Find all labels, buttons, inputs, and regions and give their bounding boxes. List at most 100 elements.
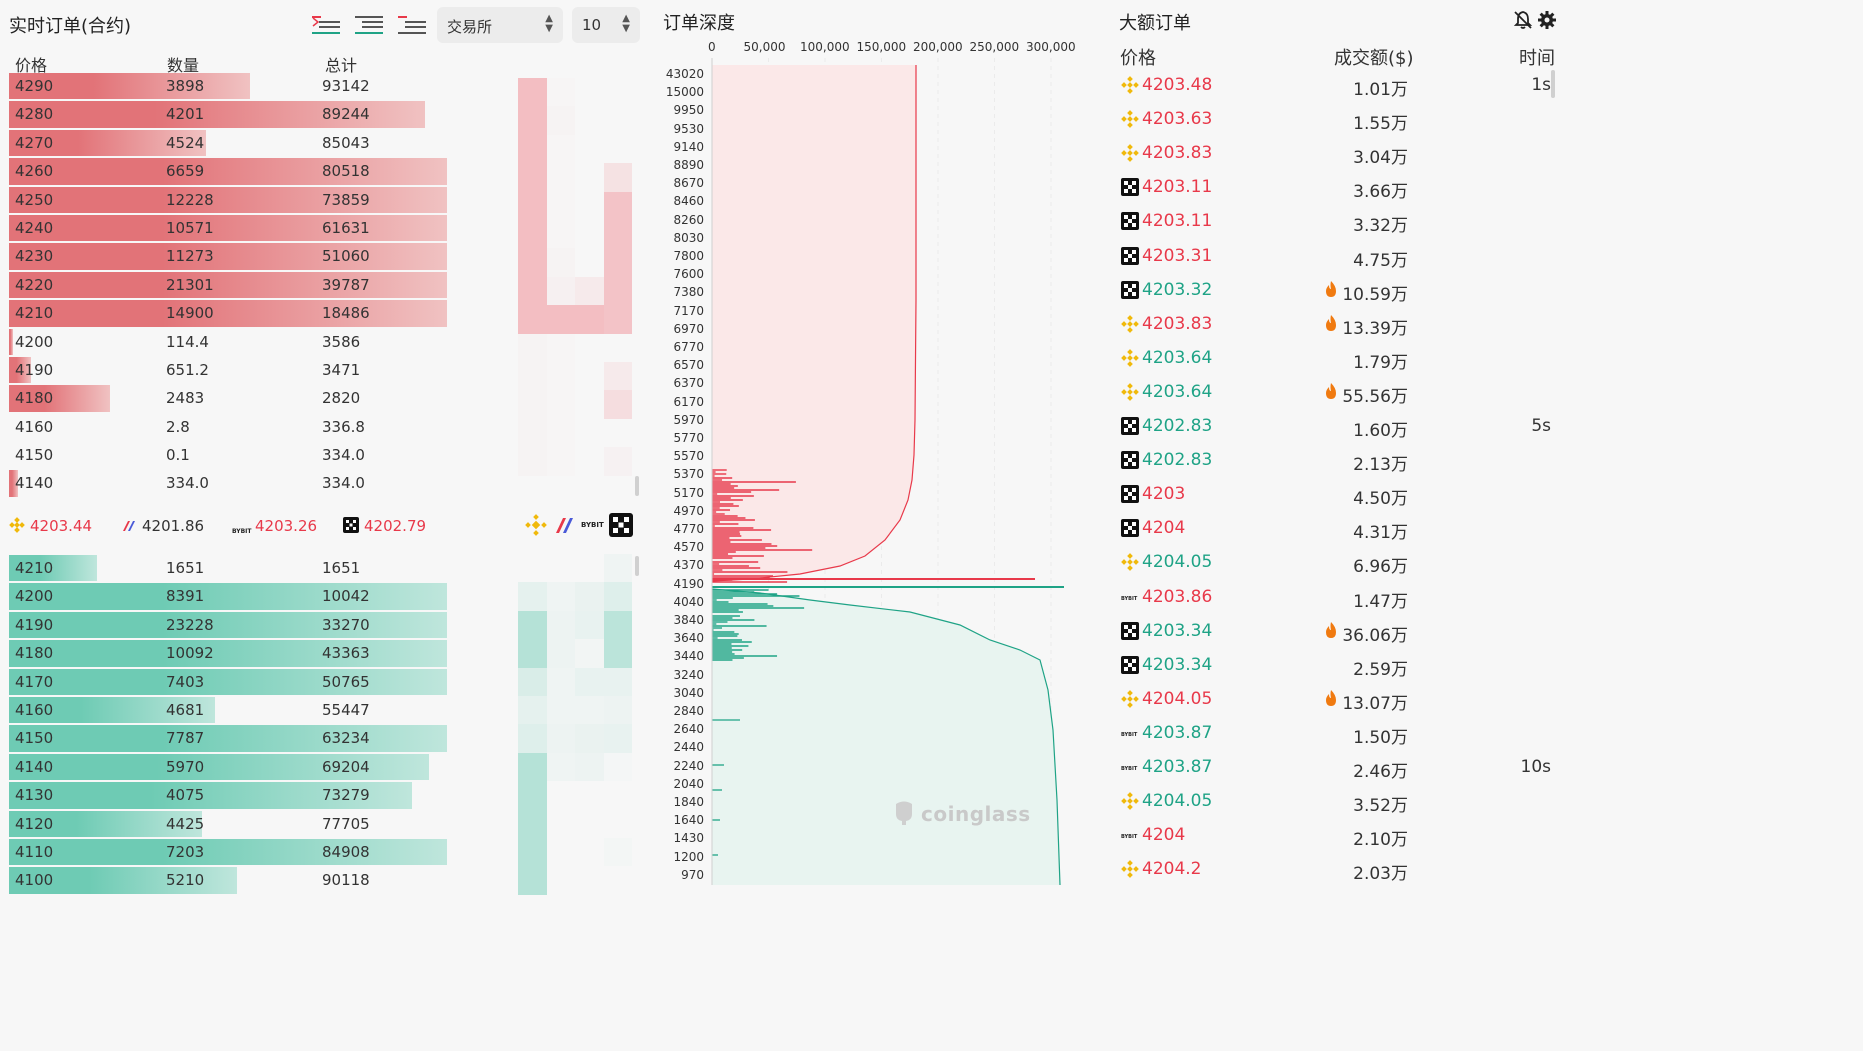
big-order-row[interactable]: 4203.48 1.01万 1s [1119, 70, 1559, 104]
big-order-row[interactable]: 4203.32 10.59万 [1119, 275, 1559, 309]
bids-scrollbar[interactable] [635, 556, 639, 576]
big-order-amount: 3.04万 [1353, 148, 1408, 169]
ask-row[interactable]: 4220 21301 39787 [9, 271, 447, 299]
y-tick-label: 4190 [673, 576, 704, 591]
ask-row[interactable]: 4190 651.2 3471 [9, 356, 447, 384]
row-qty: 3898 [166, 77, 205, 95]
heat-cell [518, 78, 547, 107]
bid-row[interactable]: 4170 7403 50765 [9, 668, 447, 696]
big-order-amount: 3.52万 [1353, 796, 1408, 817]
ask-row[interactable]: 4210 14900 18486 [9, 299, 447, 327]
big-order-row[interactable]: 4204.05 6.96万 [1119, 547, 1559, 581]
ask-row[interactable]: 4200 114.4 3586 [9, 328, 447, 356]
big-order-row[interactable]: 4203.83 3.04万 [1119, 138, 1559, 172]
depth-bar [9, 555, 97, 582]
y-tick-label: 5770 [673, 431, 704, 445]
bid-row[interactable]: 4110 7203 84908 [9, 838, 447, 866]
row-total: 73859 [322, 190, 370, 209]
row-qty: 4524 [166, 133, 205, 152]
ask-row[interactable]: 4250 12228 73859 [9, 186, 447, 214]
bid-row[interactable]: 4210 1651 1651 [9, 554, 447, 582]
bid-row[interactable]: 4120 4425 77705 [9, 810, 447, 838]
big-order-row[interactable]: BYBIT 4203.87 2.46万 10s [1119, 752, 1559, 786]
big-order-row[interactable]: 4204.05 13.07万 [1119, 684, 1559, 718]
big-order-amount: 1.60万 [1353, 421, 1408, 441]
gear-icon[interactable] [1537, 10, 1557, 30]
okx-icon [1121, 655, 1139, 674]
big-orders-scrollbar[interactable] [1551, 70, 1555, 98]
bid-row[interactable]: 4180 10092 43363 [9, 639, 447, 667]
exchange-select[interactable]: 交易所 ▲ ▼ [437, 7, 563, 43]
big-order-row[interactable]: 4204.2 2.03万 [1119, 854, 1559, 888]
y-tick-label: 3440 [673, 649, 704, 664]
big-order-amount: 2.59万 [1353, 659, 1408, 680]
big-order-row[interactable]: 4203.11 3.32万 [1119, 206, 1559, 240]
heat-cell [518, 809, 547, 838]
okx-icon [1121, 621, 1139, 640]
ask-row[interactable]: 4140 334.0 334.0 [9, 469, 447, 497]
big-order-row[interactable]: BYBIT 4203.87 1.50万 [1119, 718, 1559, 752]
big-order-row[interactable]: 4203.63 1.55万 [1119, 104, 1559, 138]
ask-row[interactable]: 4260 6659 80518 [9, 157, 447, 185]
big-order-row[interactable]: BYBIT 4203.86 1.47万 [1119, 582, 1559, 616]
big-order-row[interactable]: 4203.34 2.59万 [1119, 650, 1559, 684]
fire-icon [1324, 280, 1338, 302]
ask-row[interactable]: 4290 3898 93142 [9, 72, 447, 100]
header-qty: 数量 [167, 56, 200, 75]
big-order-row[interactable]: 4202.83 1.60万 5s [1119, 411, 1559, 445]
asks-scrollbar[interactable] [635, 476, 639, 496]
heat-cell [546, 696, 575, 725]
big-order-row[interactable]: BYBIT 4204 2.10万 [1119, 820, 1559, 854]
row-total: 18486 [322, 304, 370, 323]
bid-row[interactable]: 4200 8391 10042 [9, 582, 447, 610]
view-asks-icon[interactable] [397, 14, 427, 36]
ask-row[interactable]: 4180 2483 2820 [9, 384, 447, 412]
big-order-price: 4204.05 [1142, 791, 1213, 812]
bell-muted-icon[interactable] [1513, 10, 1533, 30]
header-total: 总计 [325, 56, 358, 75]
ask-row[interactable]: 4240 10571 61631 [9, 214, 447, 242]
heat-cell [547, 135, 576, 163]
big-order-row[interactable]: 4203.11 3.66万 [1119, 172, 1559, 206]
big-order-row[interactable]: 4203.64 55.56万 [1119, 377, 1559, 411]
svg-text:BYBIT: BYBIT [1121, 834, 1138, 840]
row-qty: 7203 [166, 842, 205, 861]
heat-cell [518, 724, 547, 753]
big-order-row[interactable]: 4204 4.31万 [1119, 513, 1559, 547]
bid-row[interactable]: 4150 7787 63234 [9, 724, 447, 752]
bid-row[interactable]: 4190 23228 33270 [9, 611, 447, 639]
bid-row[interactable]: 4140 5970 69204 [9, 753, 447, 781]
row-total: 3586 [322, 332, 361, 351]
big-order-row[interactable]: 4203 4.50万 [1119, 479, 1559, 513]
big-order-price: 4203.31 [1142, 245, 1213, 266]
bid-row[interactable]: 4160 4681 55447 [9, 696, 447, 724]
bid-row[interactable]: 4100 5210 90118 [9, 866, 447, 894]
big-order-row[interactable]: 4203.31 4.75万 [1119, 241, 1559, 275]
heat-cell [575, 696, 604, 725]
heat-cell [518, 191, 547, 220]
view-bids-icon[interactable] [354, 14, 384, 36]
ask-row[interactable]: 4150 0.1 334.0 [9, 441, 447, 469]
y-tick-label: 9530 [673, 121, 704, 136]
heat-cell [518, 667, 547, 696]
okx-icon [1121, 280, 1139, 299]
bid-row[interactable]: 4130 4075 73279 [9, 781, 447, 809]
big-order-row[interactable]: 4203.64 1.79万 [1119, 343, 1559, 377]
ask-row[interactable]: 4160 2.8 336.8 [9, 413, 447, 441]
view-both-icon[interactable] [311, 14, 341, 36]
y-tick-label: 2240 [673, 758, 704, 773]
big-order-row[interactable]: 4203.34 36.06万 [1119, 616, 1559, 650]
big-order-price: 4203 [1142, 484, 1186, 505]
big-orders-panel: 大额订单 价格 成交额($) 时间 4203.48 1.01万 1s 4203.63 1… [1105, 0, 1568, 885]
row-qty: 4425 [166, 814, 205, 833]
y-tick-label: 3040 [673, 685, 704, 700]
ask-row[interactable]: 4280 4201 89244 [9, 100, 447, 128]
ask-row[interactable]: 4230 11273 51060 [9, 242, 447, 270]
big-order-row[interactable]: 4203.83 13.39万 [1119, 309, 1559, 343]
big-order-row[interactable]: 4204.05 3.52万 [1119, 786, 1559, 820]
ask-row[interactable]: 4270 4524 85043 [9, 129, 447, 157]
depth-level-select[interactable]: 10 ▲ ▼ [572, 7, 640, 43]
heat-cell [546, 610, 575, 640]
bitmex-icon [553, 513, 577, 537]
big-order-row[interactable]: 4202.83 2.13万 [1119, 445, 1559, 479]
